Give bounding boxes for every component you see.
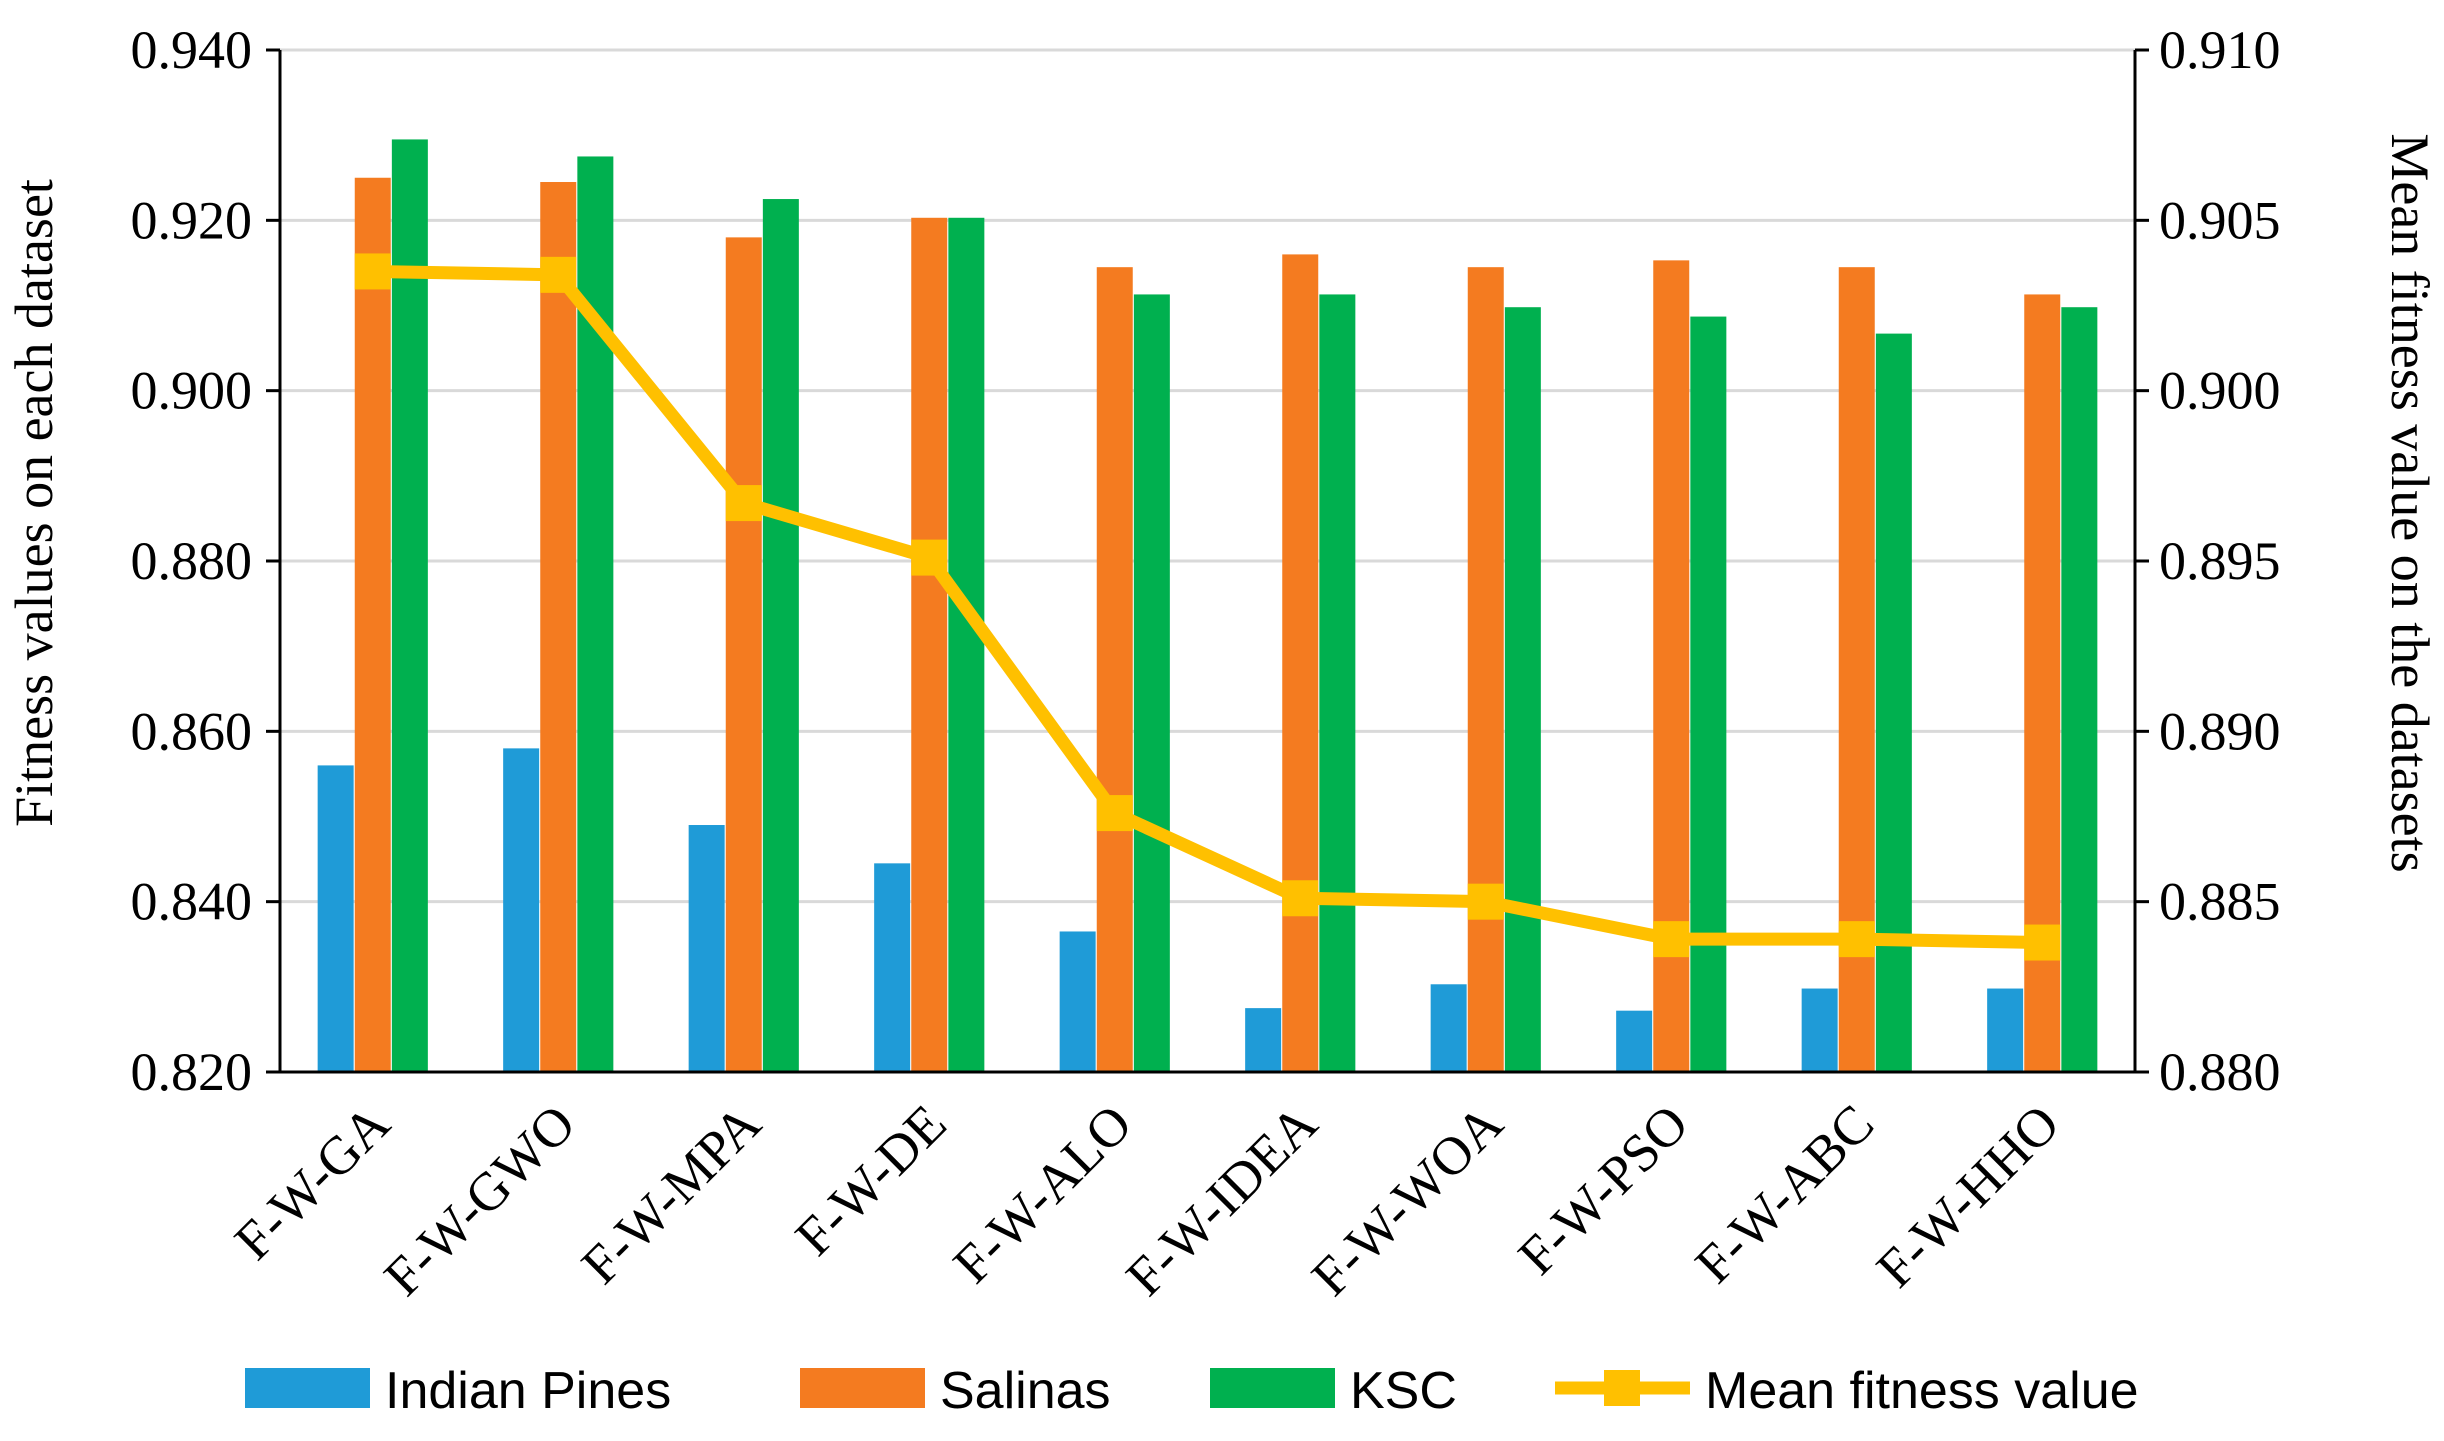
x-tick-label-f-w-de: F-W-DE: [784, 1093, 958, 1267]
bar-salinas-f-w-mpa: [725, 237, 762, 1072]
bar-ksc-f-w-pso: [1690, 316, 1727, 1072]
y-tick-label: 0.820: [131, 1042, 253, 1102]
y2-tick-label: 0.880: [2159, 1042, 2281, 1102]
legend-label-salinas: Salinas: [940, 1362, 1111, 1420]
y-tick-label: 0.860: [131, 701, 253, 761]
bar-indian-pines-f-w-gwo: [503, 748, 540, 1072]
bar-salinas-f-w-idea: [1282, 254, 1319, 1072]
x-tick-label-f-w-hho: F-W-HHO: [1865, 1093, 2071, 1299]
bar-indian-pines-f-w-hho: [1987, 988, 2024, 1072]
legend-label-mean-fitness: Mean fitness value: [1705, 1362, 2139, 1420]
bar-ksc-f-w-woa: [1504, 307, 1541, 1072]
bar-ksc-f-w-idea: [1319, 294, 1356, 1072]
y-tick-label: 0.900: [131, 361, 253, 421]
legend-label-indian-pines: Indian Pines: [385, 1362, 671, 1420]
y2-tick-label: 0.895: [2159, 531, 2281, 591]
y2-tick-label: 0.885: [2159, 872, 2281, 932]
y2-tick-label: 0.905: [2159, 190, 2281, 250]
mean-marker-f-w-de: [911, 539, 948, 576]
bar-indian-pines-f-w-ga: [317, 765, 354, 1072]
bar-indian-pines-f-w-pso: [1616, 1010, 1653, 1072]
mean-marker-f-w-hho: [2024, 924, 2061, 961]
y2-axis-title: Mean fitness value on the datasets: [2380, 133, 2440, 872]
mean-marker-f-w-woa: [1467, 883, 1504, 920]
legend: Indian Pines Salinas KSC Mean fitness va…: [245, 1362, 2139, 1420]
bar-indian-pines-f-w-abc: [1801, 988, 1838, 1072]
y-tick-label: 0.940: [131, 20, 253, 80]
y-tick-label: 0.880: [131, 531, 253, 591]
y-tick-label: 0.920: [131, 190, 253, 250]
bar-salinas-f-w-alo: [1096, 267, 1133, 1072]
bar-ksc-f-w-abc: [1875, 333, 1912, 1073]
mean-fitness-line-layer: [354, 253, 2061, 961]
right-axis-ticks: 0.880 0.885 0.890 0.895 0.900 0.905 0.910: [2135, 20, 2281, 1102]
bar-ksc-f-w-hho: [2061, 307, 2098, 1072]
bar-salinas-f-w-woa: [1467, 267, 1504, 1072]
y2-tick-label: 0.890: [2159, 701, 2281, 761]
y-axis-title: Fitness values on each dataset: [4, 179, 64, 827]
legend-swatch-salinas: [800, 1368, 925, 1408]
x-tick-label-f-w-woa: F-W-WOA: [1300, 1093, 1514, 1307]
mean-fitness-line: [372, 264, 2043, 950]
legend-label-ksc: KSC: [1350, 1362, 1457, 1420]
mean-marker-f-w-idea: [1282, 880, 1319, 917]
legend-swatch-ksc: [1210, 1368, 1335, 1408]
x-tick-label-f-w-alo: F-W-ALO: [942, 1093, 1144, 1295]
bar-indian-pines-f-w-idea: [1245, 1008, 1282, 1072]
mean-marker-f-w-mpa: [725, 485, 762, 522]
bar-ksc-f-w-mpa: [762, 199, 799, 1072]
bar-ksc-f-w-alo: [1133, 294, 1170, 1072]
legend-swatch-indian-pines: [245, 1368, 370, 1408]
mean-marker-f-w-abc: [1838, 921, 1875, 958]
bar-salinas-f-w-ga: [354, 177, 391, 1072]
bar-ksc-f-w-ga: [391, 139, 428, 1073]
x-tick-label-f-w-mpa: F-W-MPA: [570, 1093, 772, 1295]
mean-marker-f-w-gwo: [540, 256, 577, 293]
bar-ksc-f-w-de: [948, 217, 985, 1073]
x-tick-label-f-w-gwo: F-W-GWO: [373, 1093, 587, 1307]
bar-indian-pines-f-w-mpa: [688, 825, 725, 1072]
y-tick-label: 0.840: [131, 872, 253, 932]
bar-indian-pines-f-w-alo: [1059, 931, 1096, 1072]
mean-marker-f-w-ga: [354, 253, 391, 290]
legend-swatch-mean-marker: [1604, 1370, 1640, 1406]
bar-ksc-f-w-gwo: [577, 156, 614, 1073]
bar-salinas-f-w-de: [911, 217, 948, 1073]
bar-indian-pines-f-w-woa: [1430, 984, 1467, 1072]
x-tick-label-f-w-ga: F-W-GA: [223, 1093, 401, 1271]
y2-tick-label: 0.900: [2159, 361, 2281, 421]
x-tick-label-f-w-abc: F-W-ABC: [1684, 1093, 1886, 1295]
y2-tick-label: 0.910: [2159, 20, 2281, 80]
mean-marker-f-w-pso: [1653, 921, 1690, 958]
bars: [317, 139, 2098, 1073]
bar-indian-pines-f-w-de: [874, 863, 911, 1072]
left-axis-ticks: 0.820 0.840 0.860 0.880 0.900 0.920 0.940: [131, 20, 280, 1102]
bar-salinas-f-w-gwo: [540, 182, 577, 1073]
x-tick-label-f-w-idea: F-W-IDEA: [1115, 1093, 1329, 1307]
mean-marker-f-w-alo: [1096, 795, 1133, 832]
x-tick-label-f-w-pso: F-W-PSO: [1507, 1093, 1700, 1286]
